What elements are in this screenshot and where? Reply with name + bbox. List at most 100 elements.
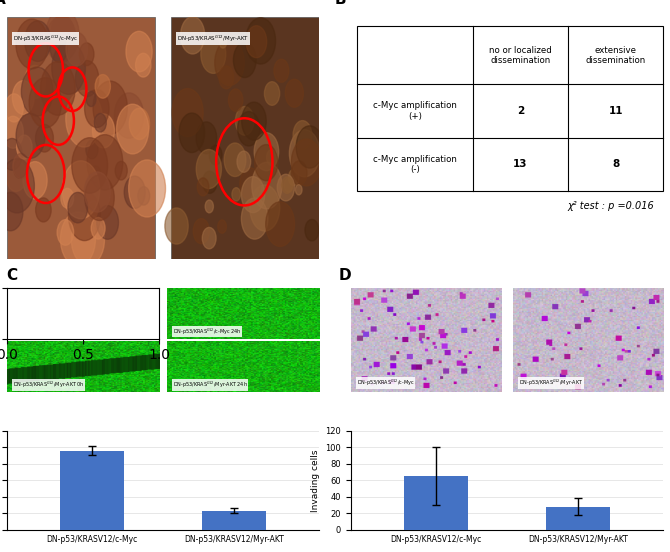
Circle shape: [267, 149, 277, 166]
Circle shape: [240, 168, 261, 200]
Text: DN-p53/KRAS$^{G12}$/Myr-AKT 0h: DN-p53/KRAS$^{G12}$/Myr-AKT 0h: [13, 380, 84, 390]
Circle shape: [12, 81, 34, 114]
Circle shape: [255, 145, 278, 181]
Text: A: A: [0, 0, 6, 7]
Text: C: C: [7, 268, 18, 283]
Circle shape: [179, 113, 204, 152]
Circle shape: [295, 184, 302, 195]
Bar: [546, 507, 610, 530]
Circle shape: [23, 162, 47, 199]
Circle shape: [201, 35, 226, 73]
Circle shape: [87, 135, 123, 190]
Circle shape: [181, 17, 205, 54]
Circle shape: [91, 217, 105, 239]
Circle shape: [52, 43, 85, 94]
Circle shape: [241, 177, 265, 213]
Circle shape: [219, 37, 226, 48]
Circle shape: [36, 124, 54, 152]
Circle shape: [46, 16, 76, 62]
Bar: [357, 26, 663, 191]
Circle shape: [228, 89, 243, 112]
Circle shape: [24, 66, 46, 98]
Circle shape: [41, 62, 75, 115]
Circle shape: [209, 145, 222, 165]
Circle shape: [305, 219, 319, 241]
Circle shape: [289, 130, 320, 177]
Circle shape: [215, 40, 245, 86]
Y-axis label: Invading cells: Invading cells: [311, 449, 320, 512]
Circle shape: [66, 91, 103, 147]
Circle shape: [291, 161, 307, 185]
Circle shape: [172, 88, 203, 136]
Text: DN-p53/KRAS$^{G12}$/c-Myc: DN-p53/KRAS$^{G12}$/c-Myc: [13, 34, 78, 44]
Circle shape: [88, 201, 99, 218]
Circle shape: [237, 151, 251, 172]
Circle shape: [84, 89, 109, 128]
Circle shape: [246, 26, 267, 58]
Circle shape: [95, 75, 111, 98]
Circle shape: [219, 66, 234, 89]
Text: D: D: [338, 268, 351, 283]
Circle shape: [57, 220, 74, 245]
Circle shape: [92, 114, 115, 148]
Bar: [7, 17, 155, 259]
Circle shape: [3, 116, 23, 148]
Text: DN-p53/KRAS$^{G12}$/c-Myc 24h: DN-p53/KRAS$^{G12}$/c-Myc 24h: [173, 326, 242, 337]
Text: 8: 8: [612, 160, 619, 169]
Text: 2: 2: [517, 106, 524, 116]
Circle shape: [241, 198, 268, 239]
Circle shape: [291, 139, 322, 186]
Circle shape: [60, 212, 95, 266]
Circle shape: [62, 161, 100, 219]
Circle shape: [254, 132, 279, 171]
Circle shape: [265, 82, 279, 105]
Circle shape: [25, 21, 51, 61]
Circle shape: [138, 187, 150, 205]
Circle shape: [117, 104, 149, 154]
Circle shape: [293, 120, 312, 150]
Circle shape: [124, 176, 145, 209]
Circle shape: [46, 9, 79, 61]
Circle shape: [50, 36, 68, 62]
Circle shape: [2, 139, 22, 170]
Circle shape: [246, 18, 275, 64]
Circle shape: [96, 205, 119, 239]
Text: DN-p53/KRAS$^{G12}$/Myr-AKT: DN-p53/KRAS$^{G12}$/Myr-AKT: [177, 34, 249, 44]
Circle shape: [115, 93, 143, 139]
Circle shape: [72, 137, 108, 193]
Circle shape: [274, 59, 289, 82]
Circle shape: [16, 19, 48, 69]
Circle shape: [197, 178, 209, 196]
Circle shape: [5, 94, 23, 122]
Circle shape: [285, 79, 304, 107]
Circle shape: [277, 174, 295, 201]
Circle shape: [68, 193, 88, 223]
Circle shape: [126, 31, 152, 72]
Circle shape: [242, 102, 266, 140]
Circle shape: [85, 175, 114, 220]
Bar: [60, 450, 124, 530]
Circle shape: [266, 202, 295, 246]
Text: DN-p53/KRAS$^{G12}$/c-Myc: DN-p53/KRAS$^{G12}$/c-Myc: [356, 378, 415, 388]
Circle shape: [90, 166, 101, 183]
Circle shape: [252, 162, 282, 209]
Circle shape: [250, 185, 279, 231]
Circle shape: [202, 171, 217, 193]
Text: c-Myc amplification
(+): c-Myc amplification (+): [373, 102, 457, 121]
Circle shape: [238, 112, 260, 146]
Bar: [202, 511, 266, 530]
Circle shape: [284, 178, 293, 192]
Text: 11: 11: [608, 106, 623, 116]
Circle shape: [129, 160, 165, 217]
Circle shape: [196, 122, 216, 154]
Circle shape: [61, 188, 74, 208]
Circle shape: [29, 78, 62, 128]
Circle shape: [66, 33, 88, 66]
Circle shape: [0, 159, 34, 213]
Circle shape: [232, 188, 241, 201]
Circle shape: [86, 91, 96, 107]
Circle shape: [84, 172, 111, 212]
Bar: [171, 17, 320, 259]
Text: χ² test : p =0.016: χ² test : p =0.016: [567, 200, 654, 211]
Circle shape: [135, 54, 151, 77]
